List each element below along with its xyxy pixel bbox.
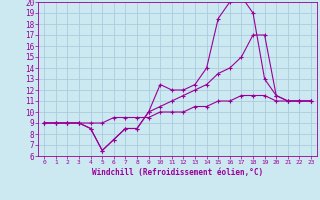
X-axis label: Windchill (Refroidissement éolien,°C): Windchill (Refroidissement éolien,°C) xyxy=(92,168,263,177)
